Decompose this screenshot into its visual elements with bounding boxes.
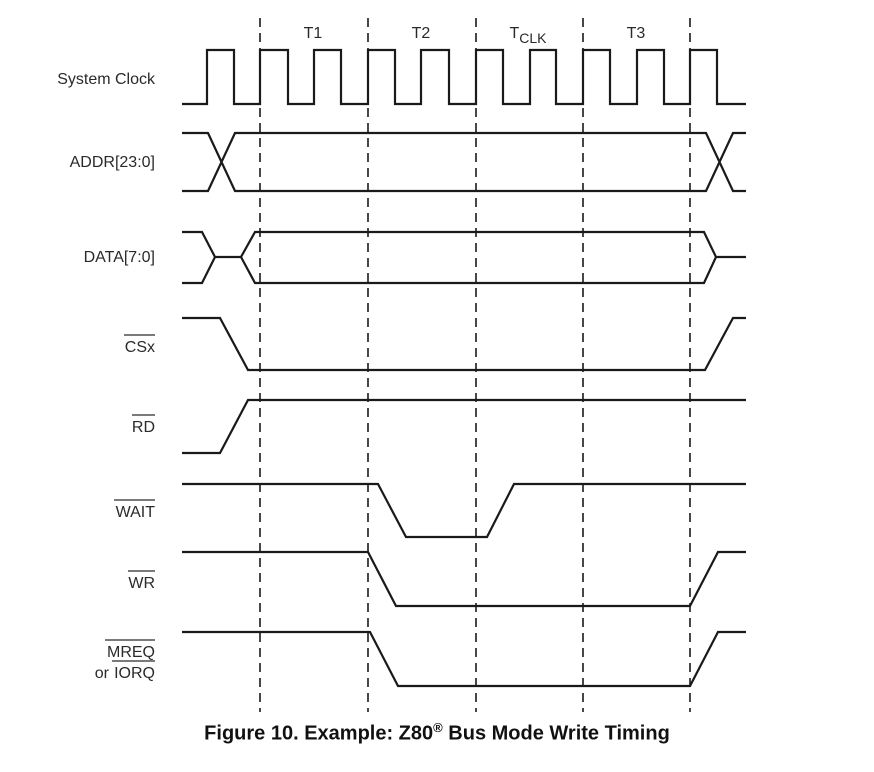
waveform-csx bbox=[182, 316, 746, 372]
signal-labels: System Clock ADDR[23:0] DATA[7:0] CSx RD… bbox=[57, 71, 156, 682]
waveform-wait bbox=[182, 482, 746, 539]
signal-label-data: DATA[7:0] bbox=[84, 249, 155, 266]
waveform-data bbox=[182, 230, 746, 285]
signal-label-wait: WAIT bbox=[116, 504, 156, 521]
caption-prefix: Figure 10. Example: Z80 bbox=[204, 722, 434, 745]
signal-label-wr: WR bbox=[128, 575, 155, 592]
figure-caption: Figure 10. Example: Z80® Bus Mode Write … bbox=[0, 720, 874, 746]
registered-mark: ® bbox=[433, 720, 443, 735]
phase-label-t2: T2 bbox=[412, 25, 431, 42]
phase-label-t1: T1 bbox=[304, 25, 323, 42]
signal-label-mreq: MREQ bbox=[107, 644, 155, 661]
active-low-overbars bbox=[105, 334, 155, 662]
signal-label-or: or bbox=[95, 665, 110, 682]
waveform-wr bbox=[182, 550, 746, 608]
waveform-addr bbox=[182, 131, 746, 193]
signal-label-iorq: IORQ bbox=[114, 665, 155, 682]
waveform-mreq-iorq bbox=[182, 630, 746, 688]
signal-label-system-clock: System Clock bbox=[57, 71, 156, 88]
signal-label-rd: RD bbox=[132, 419, 155, 436]
phase-label-t3: T3 bbox=[627, 25, 646, 42]
waveform-rd bbox=[182, 398, 746, 455]
waveform-system-clock bbox=[182, 48, 746, 106]
caption-suffix: Bus Mode Write Timing bbox=[442, 722, 670, 745]
signal-label-addr: ADDR[23:0] bbox=[70, 154, 155, 171]
phase-labels: T1 T2 TCLK T3 bbox=[304, 25, 646, 46]
phase-label-tclk: TCLK bbox=[509, 25, 547, 46]
signal-label-csx: CSx bbox=[125, 339, 155, 356]
waveforms bbox=[182, 48, 746, 688]
phase-dividers bbox=[259, 18, 691, 712]
